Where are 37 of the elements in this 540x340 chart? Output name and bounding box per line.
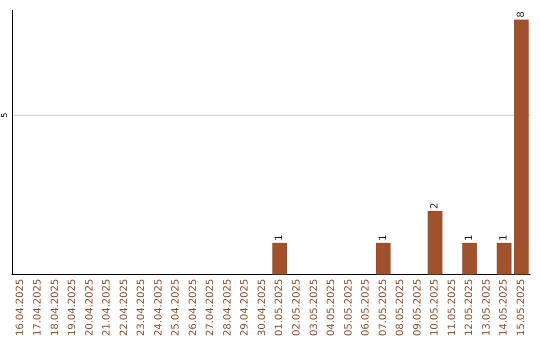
x-tick-label: 15.05.2025: [516, 278, 527, 336]
x-tick-label: 29.04.2025: [240, 278, 251, 336]
x-tick-label: 27.04.2025: [205, 278, 216, 336]
data-label: 1: [274, 234, 286, 241]
x-tick-label: 09.05.2025: [412, 278, 424, 336]
x-tick-label: 26.04.2025: [188, 278, 199, 336]
x-tick-label: 20.04.2025: [84, 278, 96, 336]
x-tick-label: 30.04.2025: [256, 278, 268, 336]
x-tick-label: 12.05.2025: [464, 278, 476, 336]
x-tick-label: 21.04.2025: [102, 278, 113, 336]
x-tick-label: 24.04.2025: [153, 278, 164, 336]
x-tick-label: 04.05.2025: [326, 278, 338, 336]
data-label: 2: [430, 202, 441, 209]
data-label: 1: [378, 234, 389, 241]
x-tick-label: 02.05.2025: [291, 278, 302, 336]
x-tick-label: 06.05.2025: [360, 278, 372, 336]
x-tick-label: 16.04.2025: [15, 278, 26, 336]
data-label: 1: [498, 234, 510, 241]
x-tick-label: 23.04.2025: [136, 278, 148, 336]
x-tick-label: 13.05.2025: [481, 278, 492, 336]
x-tick-label: 08.05.2025: [395, 278, 406, 336]
data-label: 1: [464, 234, 476, 241]
x-tick-label: 18.04.2025: [50, 278, 61, 336]
x-tick-label: 14.05.2025: [498, 278, 510, 336]
x-tick-label: 25.04.2025: [170, 278, 182, 336]
x-tick-label: 22.04.2025: [118, 278, 130, 336]
ref-line-label: 5: [0, 112, 10, 118]
data-label: 8: [516, 11, 527, 18]
x-tick-label: 01.05.2025: [274, 278, 286, 336]
x-tick-label: 17.04.2025: [32, 278, 44, 336]
x-tick-label: 03.05.2025: [308, 278, 320, 336]
x-tick-label: 07.05.2025: [378, 278, 389, 336]
x-tick-label: 19.04.2025: [67, 278, 78, 336]
x-tick-label: 05.05.2025: [343, 278, 354, 336]
x-tick-label: 10.05.2025: [430, 278, 441, 336]
x-tick-label: 28.04.2025: [222, 278, 234, 336]
x-tick-label: 11.05.2025: [446, 278, 458, 336]
